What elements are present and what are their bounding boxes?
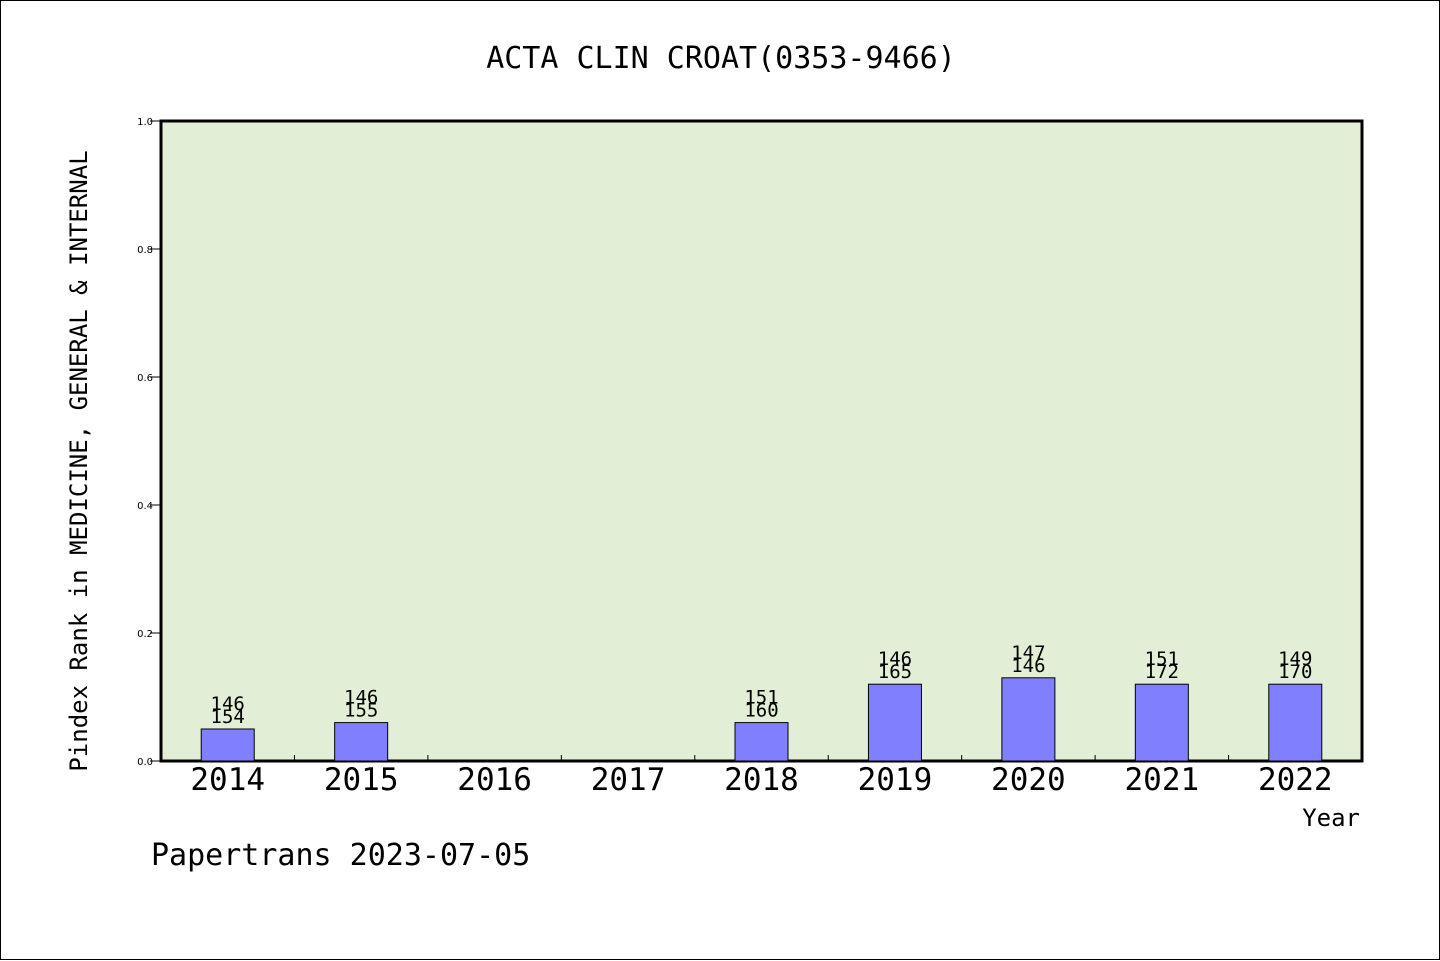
bar-label-bottom: 146 [1011, 655, 1045, 677]
x-tick-labels: 2014 2015 2016 2017 2018 2019 2020 2021 2022 [190, 762, 1332, 798]
bar [734, 722, 789, 762]
bar-label-top: 151 [1145, 648, 1179, 670]
bar [867, 683, 922, 762]
x-tick-label: 2018 [724, 762, 799, 798]
y-axis: 0.0 0.2 0.4 0.6 0.8 1.0 [137, 117, 161, 768]
x-tick-label: 2015 [324, 762, 399, 798]
footer-credit: Papertrans 2023-07-05 [151, 838, 530, 873]
y-tick-label: 0.4 [137, 501, 153, 512]
bar-label-bottom: 170 [1278, 661, 1312, 683]
x-tick-label: 2022 [1258, 762, 1333, 798]
chart-title: ACTA CLIN CROAT(0353-9466) [486, 41, 956, 76]
bar-label-top: 151 [744, 687, 778, 709]
x-axis-label: Year [1302, 804, 1360, 832]
bar-label-bottom: 155 [344, 700, 378, 722]
x-tick-label: 2019 [858, 762, 933, 798]
bar-label-bottom: 165 [878, 661, 912, 683]
x-tick-label: 2017 [591, 762, 666, 798]
bar-label-top: 147 [1011, 642, 1045, 664]
x-tick-label: 2016 [457, 762, 532, 798]
y-tick-label: 0.8 [137, 245, 153, 256]
y-tick-label: 0.6 [137, 373, 153, 384]
y-tick-label: 0.2 [137, 629, 153, 640]
bar-label-top: 146 [344, 687, 378, 709]
bar [200, 728, 255, 762]
bar [1134, 683, 1189, 762]
x-axis [293, 755, 1230, 761]
bar-label-top: 149 [1278, 648, 1312, 670]
y-axis-label: Pindex Rank in MEDICINE, GENERAL & INTER… [65, 150, 93, 771]
bar-label-top: 146 [878, 648, 912, 670]
bar-label-bottom: 172 [1145, 661, 1179, 683]
x-tick-label: 2014 [190, 762, 265, 798]
bar-label-bottom: 160 [744, 700, 778, 722]
bar-series [200, 677, 1323, 762]
bar-label-top: 146 [211, 693, 245, 715]
plot-area [159, 119, 1364, 763]
bar [1268, 683, 1323, 762]
y-tick-label: 0.0 [137, 757, 153, 768]
x-tick-label: 2021 [1125, 762, 1200, 798]
bar-label-bottom: 154 [211, 706, 245, 728]
x-tick-label: 2020 [991, 762, 1066, 798]
bar [334, 722, 389, 762]
y-tick-label: 1.0 [137, 117, 153, 128]
bar [1001, 677, 1056, 762]
